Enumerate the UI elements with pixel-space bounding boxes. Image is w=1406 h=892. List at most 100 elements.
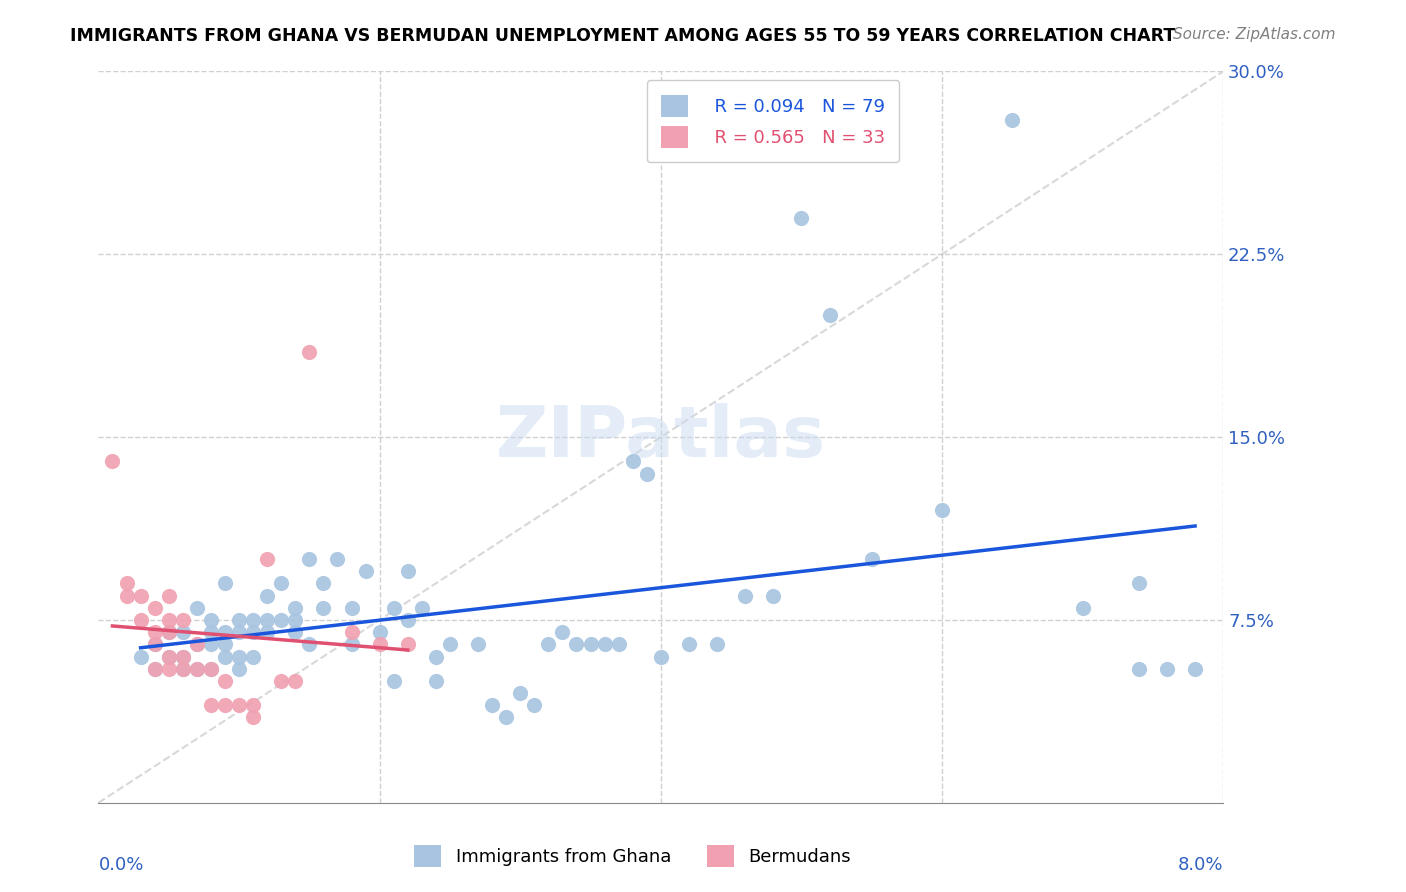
Point (214, 637, 236, 651)
Point (172, 649, 194, 664)
Point (129, 649, 152, 664)
Point (214, 649, 236, 664)
Point (157, 649, 180, 664)
Point (312, 576, 335, 591)
Point (242, 710, 264, 724)
Text: 8.0%: 8.0% (1178, 856, 1223, 874)
Text: ZIPatlas: ZIPatlas (496, 402, 825, 472)
Point (242, 649, 264, 664)
Point (186, 662, 208, 676)
Point (396, 613, 419, 627)
Point (284, 673, 307, 688)
Point (593, 637, 616, 651)
Point (228, 649, 250, 664)
Point (425, 649, 447, 664)
Point (143, 662, 166, 676)
Point (157, 625, 180, 640)
Point (214, 576, 236, 591)
Point (551, 625, 574, 640)
Point (1001, 113, 1024, 128)
Text: IMMIGRANTS FROM GHANA VS BERMUDAN UNEMPLOYMENT AMONG AGES 55 TO 59 YEARS CORRELA: IMMIGRANTS FROM GHANA VS BERMUDAN UNEMPL… (70, 27, 1175, 45)
Point (368, 637, 391, 651)
Point (186, 637, 208, 651)
Point (495, 710, 517, 724)
Point (115, 589, 138, 603)
Point (931, 503, 953, 517)
Point (607, 637, 630, 651)
Point (256, 613, 278, 627)
Point (621, 454, 644, 468)
Point (186, 600, 208, 615)
Point (467, 637, 489, 651)
Point (312, 600, 335, 615)
Point (270, 576, 292, 591)
Point (270, 613, 292, 627)
Point (1156, 662, 1178, 676)
Point (368, 625, 391, 640)
Point (537, 637, 560, 651)
Legend:   R = 0.094   N = 79,   R = 0.565   N = 33: R = 0.094 N = 79, R = 0.565 N = 33 (647, 80, 900, 162)
Point (298, 637, 321, 651)
Text: Source: ZipAtlas.com: Source: ZipAtlas.com (1173, 27, 1336, 42)
Point (382, 673, 405, 688)
Point (129, 613, 152, 627)
Point (340, 637, 363, 651)
Point (284, 613, 307, 627)
Point (439, 637, 461, 651)
Point (650, 649, 672, 664)
Point (214, 673, 236, 688)
Point (509, 686, 531, 700)
Point (228, 613, 250, 627)
Point (340, 600, 363, 615)
Point (382, 600, 405, 615)
Point (706, 637, 728, 651)
Point (143, 637, 166, 651)
Point (157, 649, 180, 664)
Point (143, 662, 166, 676)
Point (186, 662, 208, 676)
Point (411, 600, 433, 615)
Point (396, 637, 419, 651)
Point (172, 649, 194, 664)
Point (228, 662, 250, 676)
Point (523, 698, 546, 713)
Point (256, 625, 278, 640)
Point (129, 589, 152, 603)
Point (284, 600, 307, 615)
Point (298, 344, 321, 359)
Point (172, 613, 194, 627)
Point (242, 613, 264, 627)
Point (678, 637, 700, 651)
Point (143, 637, 166, 651)
Point (340, 625, 363, 640)
Point (734, 589, 756, 603)
Point (256, 589, 278, 603)
Point (270, 673, 292, 688)
Point (242, 698, 264, 713)
Point (186, 637, 208, 651)
Point (354, 564, 377, 578)
Point (242, 625, 264, 640)
Point (115, 576, 138, 591)
Point (1128, 576, 1150, 591)
Point (200, 698, 222, 713)
Point (228, 625, 250, 640)
Point (1071, 600, 1094, 615)
Point (1128, 662, 1150, 676)
Point (157, 625, 180, 640)
Point (172, 625, 194, 640)
Point (101, 454, 124, 468)
Point (200, 637, 222, 651)
Point (143, 625, 166, 640)
Point (200, 662, 222, 676)
Point (284, 625, 307, 640)
Point (565, 637, 588, 651)
Point (228, 698, 250, 713)
Point (818, 308, 841, 322)
Point (200, 625, 222, 640)
Point (172, 662, 194, 676)
Point (200, 613, 222, 627)
Point (172, 662, 194, 676)
Point (256, 552, 278, 566)
Point (860, 552, 883, 566)
